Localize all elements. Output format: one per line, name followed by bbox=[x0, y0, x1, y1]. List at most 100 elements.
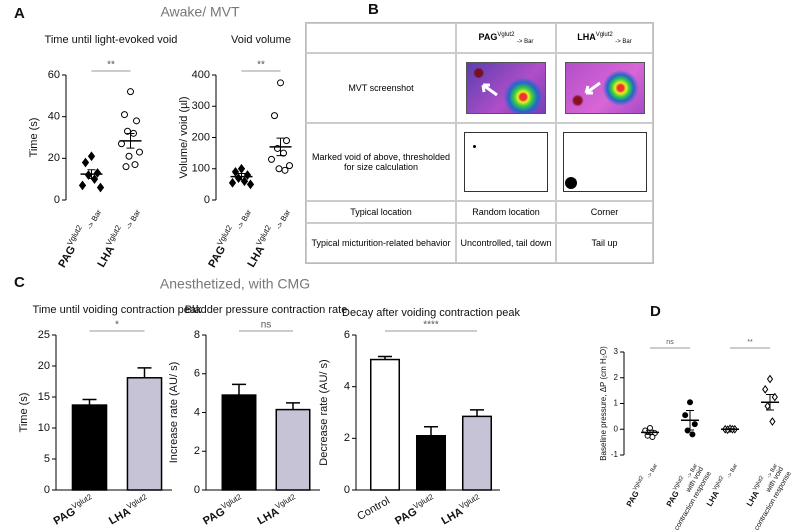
error-bar bbox=[237, 172, 246, 181]
error-bar bbox=[470, 409, 484, 417]
category-label-sup: Vglut2 bbox=[713, 475, 726, 492]
y-tick-label: 0 bbox=[614, 424, 619, 433]
category-label-sub: -> Bar bbox=[727, 463, 740, 479]
y-axis-label: Volume/ void (µl) bbox=[178, 96, 190, 178]
point bbox=[237, 163, 246, 174]
category-label: LHAVglut2 bbox=[105, 492, 151, 528]
category-label-sub: -> Bar bbox=[85, 207, 104, 230]
category-label-sup: Vglut2 bbox=[254, 223, 273, 246]
point bbox=[281, 166, 289, 174]
y-tick-label: 8 bbox=[194, 329, 200, 341]
point bbox=[682, 412, 689, 419]
summary-table: PAGVglut2 -> Bar LHAVglut2 -> Bar MVT sc… bbox=[305, 22, 654, 264]
screenshot bbox=[466, 62, 546, 114]
point bbox=[771, 392, 778, 402]
y-tick-label: 20 bbox=[48, 152, 60, 164]
point bbox=[136, 148, 143, 156]
y-axis-label: Baseline pressure, ΔP (cm H₂O) bbox=[599, 346, 608, 461]
header-sup: Vglut2 bbox=[595, 31, 613, 38]
point bbox=[228, 177, 237, 188]
header-sub: -> Bar bbox=[615, 38, 632, 45]
point bbox=[121, 111, 128, 119]
point bbox=[649, 433, 656, 440]
significance-label: ** bbox=[747, 339, 753, 346]
table-cell: Uncontrolled, tail down bbox=[456, 223, 556, 263]
category-label-name: LHA bbox=[245, 244, 267, 270]
category-label-sub: -> Bar bbox=[235, 207, 254, 230]
table-header: LHAVglut2 -> Bar bbox=[556, 23, 653, 53]
bar bbox=[461, 415, 493, 491]
error-bar bbox=[424, 425, 438, 436]
category-label: PAGVglut2 bbox=[199, 492, 246, 528]
significance-label: ** bbox=[107, 60, 115, 71]
point bbox=[684, 427, 691, 434]
error-bar bbox=[137, 367, 152, 378]
y-tick-label: 6 bbox=[194, 368, 200, 380]
category-label: LHAVglut2 bbox=[438, 492, 484, 528]
significance-label: ns bbox=[261, 320, 272, 331]
category-label-name: LHA bbox=[745, 489, 761, 508]
y-tick-label: 60 bbox=[48, 69, 60, 81]
category-label: LHAVglut2-> Bar bbox=[704, 460, 739, 509]
error-bar bbox=[646, 429, 654, 435]
significance-label: ns bbox=[666, 339, 674, 346]
point bbox=[125, 152, 133, 160]
point bbox=[118, 140, 125, 148]
category-label-sup: Vglut2 bbox=[125, 492, 148, 511]
point bbox=[122, 163, 130, 171]
table-cell bbox=[556, 123, 653, 201]
category-label-sub: -> Bar bbox=[647, 463, 660, 479]
y-tick-label: 200 bbox=[192, 131, 210, 143]
y-tick-label: 0 bbox=[54, 194, 60, 206]
category-label-name: PAG bbox=[56, 244, 78, 270]
category-label: PAGVglut2-> Bar bbox=[203, 203, 253, 271]
panel-label: A bbox=[14, 5, 25, 22]
category-label: PAGVglut2 bbox=[50, 492, 97, 528]
chart-title: Void volume bbox=[231, 34, 291, 46]
error-bar bbox=[126, 133, 135, 149]
error-bar bbox=[686, 409, 694, 431]
table-cell: Tail up bbox=[556, 223, 653, 263]
table-header: PAGVglut2 -> Bar bbox=[456, 23, 556, 53]
y-axis-label: Time (s) bbox=[28, 118, 40, 158]
panel-label: D bbox=[650, 303, 661, 320]
section-title: Anesthetized, with CMG bbox=[160, 276, 310, 292]
table-cell: MVT screenshot bbox=[306, 53, 456, 123]
chart-title: Bladder pressure contraction rate bbox=[185, 304, 348, 316]
y-tick-label: 2 bbox=[614, 373, 619, 382]
y-tick-label: 5 bbox=[44, 453, 50, 465]
header-sub: -> Bar bbox=[516, 38, 534, 45]
table-cell: Random location bbox=[456, 201, 556, 223]
y-tick-label: 100 bbox=[192, 163, 210, 175]
category-label-sup: Vglut2 bbox=[633, 475, 646, 492]
y-tick-label: 15 bbox=[38, 391, 50, 403]
category-label-name: PAG bbox=[665, 489, 681, 508]
y-tick-label: 40 bbox=[48, 111, 60, 123]
point bbox=[96, 182, 105, 193]
point bbox=[84, 170, 93, 180]
significance-label: ** bbox=[257, 60, 265, 71]
y-tick-label: 0 bbox=[194, 484, 200, 496]
point bbox=[81, 157, 90, 168]
header-name: PAG bbox=[478, 31, 498, 42]
y-tick-label: 300 bbox=[192, 100, 210, 112]
panel-label: C bbox=[14, 274, 25, 291]
category-label-name: Control bbox=[355, 495, 392, 523]
table-cell bbox=[456, 53, 556, 123]
category-label-name: LHA bbox=[95, 244, 117, 270]
error-bar bbox=[286, 402, 300, 410]
table-corner bbox=[306, 23, 456, 53]
y-tick-label: 1 bbox=[614, 399, 619, 408]
error-bar bbox=[276, 137, 285, 157]
chart-title: Decay after voiding contraction peak bbox=[342, 307, 520, 319]
point bbox=[271, 112, 278, 120]
point bbox=[766, 374, 774, 384]
table-cell: Corner bbox=[556, 201, 653, 223]
category-label-sup: Vglut2 bbox=[457, 492, 480, 511]
category-label-sup: Vglut2 bbox=[104, 223, 123, 246]
table-cell: Typical micturition-related behavior bbox=[306, 223, 456, 263]
point bbox=[762, 384, 769, 394]
point bbox=[689, 431, 696, 438]
point bbox=[283, 137, 290, 145]
category-label: Control bbox=[355, 495, 392, 523]
